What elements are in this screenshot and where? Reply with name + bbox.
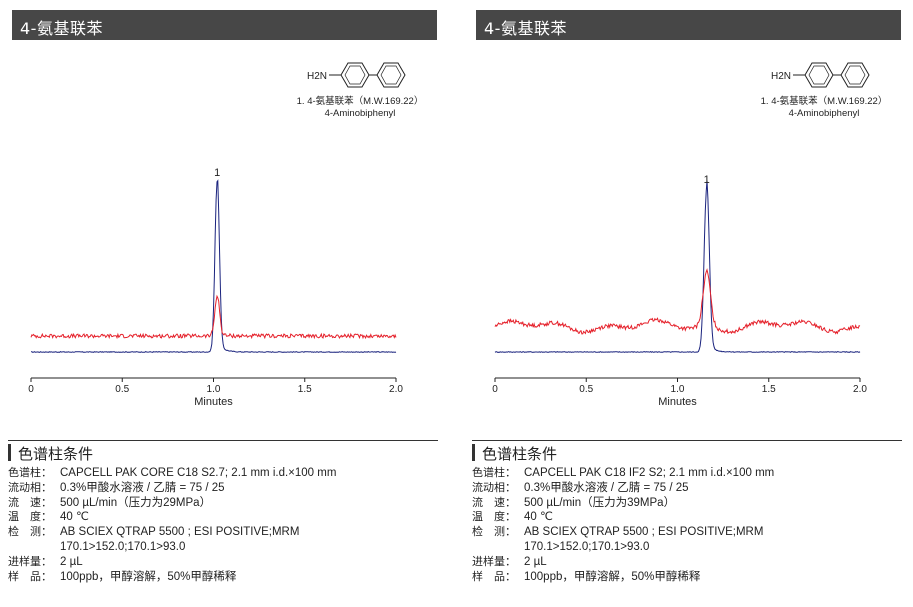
chromatogram-panel-right: 4-氨基联苯 H2N 1. 4-氨基联苯（M.W.169.22） 4-Amino… xyxy=(472,0,909,607)
condition-row: 流动相： 0.3%甲酸水溶液 / 乙腈 = 75 / 25 xyxy=(472,481,912,496)
condition-value: 40 ℃ xyxy=(60,511,89,524)
x-tick-label: 0.5 xyxy=(115,384,129,395)
amine-label: H2N xyxy=(307,71,327,82)
condition-row: 170.1>152.0;170.1>93.0 xyxy=(472,540,912,555)
condition-row: 样 品： 100ppb，甲醇溶解，50%甲醇稀释 xyxy=(472,570,912,585)
compound-name-line2: 4-Aminobiphenyl xyxy=(788,108,860,119)
condition-row: 温 度： 40 ℃ xyxy=(8,510,448,525)
conditions-mark xyxy=(8,444,11,461)
series-line xyxy=(494,268,861,335)
condition-label: 样 品： xyxy=(472,569,516,583)
condition-row: 温 度： 40 ℃ xyxy=(472,510,912,525)
panel-title-bar: 4-氨基联苯 xyxy=(472,10,901,40)
condition-value: CAPCELL PAK C18 IF2 S2; 2.1 mm i.d.×100 … xyxy=(524,467,775,479)
condition-label: 流 速： xyxy=(8,495,52,509)
chromatogram-panel-left: 4-氨基联苯 H2N 1. 4-氨基联苯（M.W.169.22） 4-Amino… xyxy=(8,0,445,607)
compound-label: 1. 4-氨基联苯（M.W.169.22） 4-Aminobiphenyl xyxy=(270,96,450,120)
compound-name-line1: 1. 4-氨基联苯（M.W.169.22） xyxy=(760,96,888,107)
condition-value: 0.3%甲酸水溶液 / 乙腈 = 75 / 25 xyxy=(60,481,225,494)
condition-row: 样 品： 100ppb，甲醇溶解，50%甲醇稀释 xyxy=(8,570,448,585)
condition-label: 温 度： xyxy=(472,510,516,524)
x-tick-label: 1.5 xyxy=(762,384,776,395)
condition-row: 进样量： 2 µL xyxy=(472,555,912,570)
condition-value: 0.3%甲酸水溶液 / 乙腈 = 75 / 25 xyxy=(524,481,689,494)
condition-value: AB SCIEX QTRAP 5500 ; ESI POSITIVE;MRM xyxy=(60,526,300,539)
series-line xyxy=(30,294,397,340)
condition-label: 流动相： xyxy=(472,480,516,494)
conditions-divider xyxy=(472,440,902,441)
conditions-mark xyxy=(472,444,475,461)
condition-row: 色谱柱： CAPCELL PAK CORE C18 S2.7; 2.1 mm i.… xyxy=(8,466,448,481)
x-tick-label: 1.0 xyxy=(207,384,221,395)
condition-label: 流 速： xyxy=(472,495,516,509)
compound-name-line1: 1. 4-氨基联苯（M.W.169.22） xyxy=(296,96,424,107)
title-accent xyxy=(472,10,476,40)
chromatogram-chart: 0 0.5 1.0 1.5 2.0 Minutes 1 xyxy=(492,174,867,408)
conditions-header: 色谱柱条件 xyxy=(472,440,902,463)
condition-label: 温 度： xyxy=(8,510,52,524)
condition-value: 2 µL xyxy=(524,555,547,568)
x-tick-label: 1.5 xyxy=(298,384,312,395)
condition-row: 检 测： AB SCIEX QTRAP 5500 ; ESI POSITIVE;M… xyxy=(472,525,912,540)
condition-row: 流动相： 0.3%甲酸水溶液 / 乙腈 = 75 / 25 xyxy=(8,481,448,496)
title-accent xyxy=(8,10,12,40)
conditions-title: 色谱柱条件 xyxy=(482,445,558,463)
condition-value: AB SCIEX QTRAP 5500 ; ESI POSITIVE;MRM xyxy=(524,526,764,539)
x-axis-label: Minutes xyxy=(658,396,697,408)
x-tick-label: 2.0 xyxy=(389,384,403,395)
condition-value: 170.1>152.0;170.1>93.0 xyxy=(60,540,186,553)
condition-value: 500 µL/min（压力为39MPa） xyxy=(524,496,676,509)
compound-name-line2: 4-Aminobiphenyl xyxy=(324,108,396,119)
condition-value: 40 ℃ xyxy=(524,511,553,524)
conditions-list: 色谱柱： CAPCELL PAK C18 IF2 S2; 2.1 mm i.d.×… xyxy=(472,466,912,584)
condition-label: 色谱柱： xyxy=(472,466,516,479)
condition-row: 进样量： 2 µL xyxy=(8,555,448,570)
condition-label: 检 测： xyxy=(472,525,516,539)
condition-label: 流动相： xyxy=(8,480,52,494)
conditions-header: 色谱柱条件 xyxy=(8,440,438,463)
condition-row: 色谱柱： CAPCELL PAK C18 IF2 S2; 2.1 mm i.d.×… xyxy=(472,466,912,481)
x-axis-label: Minutes xyxy=(194,396,233,408)
x-tick-label: 0.5 xyxy=(579,384,593,395)
condition-label: 进样量： xyxy=(472,554,516,568)
conditions-divider xyxy=(8,440,438,441)
panel-title-bar: 4-氨基联苯 xyxy=(8,10,437,40)
compound-label: 1. 4-氨基联苯（M.W.169.22） 4-Aminobiphenyl xyxy=(734,96,913,120)
series-line xyxy=(494,180,861,353)
panel-title: 4-氨基联苯 xyxy=(20,19,103,38)
chromatogram-chart: 0 0.5 1.0 1.5 2.0 Minutes 1 xyxy=(28,167,403,408)
condition-value: 100ppb，甲醇溶解，50%甲醇稀释 xyxy=(60,570,237,583)
condition-value: 170.1>152.0;170.1>93.0 xyxy=(524,540,650,553)
aminobiphenyl-structure-icon: H2N xyxy=(307,62,406,88)
amine-label: H2N xyxy=(771,71,791,82)
condition-row: 170.1>152.0;170.1>93.0 xyxy=(8,540,448,555)
x-tick-label: 0 xyxy=(28,384,34,395)
condition-value: 500 µL/min（压力为29MPa） xyxy=(60,496,212,509)
conditions-list: 色谱柱： CAPCELL PAK CORE C18 S2.7; 2.1 mm i.… xyxy=(8,466,448,584)
condition-label: 色谱柱： xyxy=(8,466,52,479)
conditions-title: 色谱柱条件 xyxy=(18,445,94,463)
condition-value: 2 µL xyxy=(60,555,83,568)
condition-value: 100ppb，甲醇溶解，50%甲醇稀释 xyxy=(524,570,701,583)
condition-label: 检 测： xyxy=(8,525,52,539)
condition-label: 进样量： xyxy=(8,554,52,568)
condition-value: CAPCELL PAK CORE C18 S2.7; 2.1 mm i.d.×1… xyxy=(60,467,337,479)
aminobiphenyl-structure-icon: H2N xyxy=(771,62,870,88)
x-tick-label: 0 xyxy=(492,384,498,395)
peak-label: 1 xyxy=(214,167,220,179)
condition-row: 检 测： AB SCIEX QTRAP 5500 ; ESI POSITIVE;M… xyxy=(8,525,448,540)
x-tick-label: 2.0 xyxy=(853,384,867,395)
condition-label: 样 品： xyxy=(8,569,52,583)
x-tick-label: 1.0 xyxy=(671,384,685,395)
peak-label: 1 xyxy=(704,174,710,186)
series-line xyxy=(31,179,397,353)
panel-title: 4-氨基联苯 xyxy=(484,19,567,38)
condition-row: 流 速： 500 µL/min（压力为29MPa） xyxy=(8,496,448,511)
condition-row: 流 速： 500 µL/min（压力为39MPa） xyxy=(472,496,912,511)
